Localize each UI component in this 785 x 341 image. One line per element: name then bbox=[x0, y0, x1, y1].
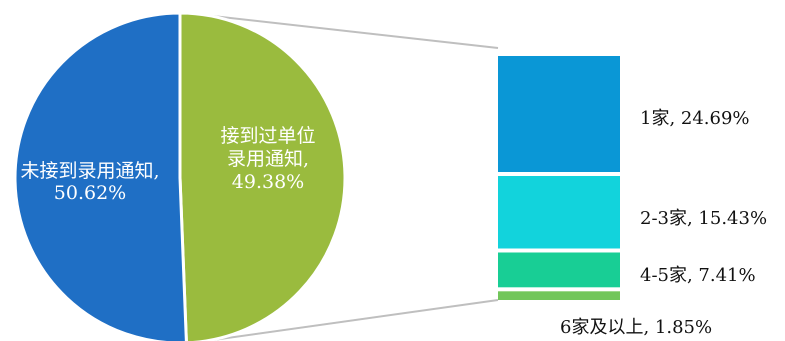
connector-bottom bbox=[198, 299, 499, 341]
bar-segment-1 bbox=[498, 56, 620, 172]
bar-segment-2-3 bbox=[498, 176, 620, 249]
bar-segment-6plus bbox=[498, 291, 620, 300]
bar-label-6plus: 6家及以上, 1.85% bbox=[560, 317, 712, 338]
connector-top bbox=[185, 12, 499, 49]
connector-lines bbox=[185, 12, 499, 341]
bar-label-4-5: 4-5家, 7.41% bbox=[640, 265, 756, 286]
bar-label-1: 1家, 24.69% bbox=[640, 108, 750, 129]
bar-label-2-3: 2-3家, 15.43% bbox=[640, 208, 767, 229]
pie-slice-not_received bbox=[13, 11, 188, 341]
labels: 未接到录用通知, 50.62% 接到过单位录用通知, 49.38% 1家, 24.69%… bbox=[20, 108, 767, 338]
pie-label-not_received: 未接到录用通知, 50.62% bbox=[20, 160, 159, 204]
pie-label-received: 接到过单位录用通知, 49.38% bbox=[220, 125, 315, 193]
bar-segment-4-5 bbox=[498, 252, 620, 288]
pie-slice-received bbox=[178, 11, 347, 341]
breakdown-bar bbox=[498, 56, 620, 300]
pie bbox=[13, 11, 347, 341]
